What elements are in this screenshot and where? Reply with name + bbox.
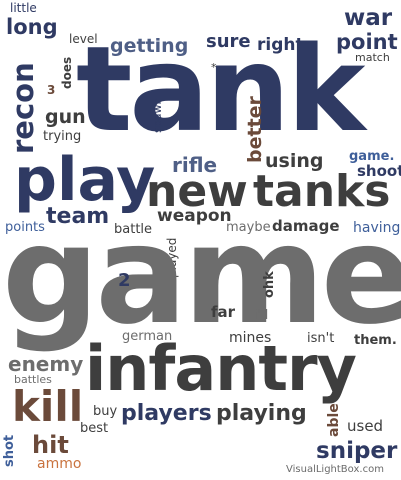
word-play: play [14,145,156,215]
word-them: them. [354,333,397,348]
word-maybe: maybe [226,220,271,235]
word-isnt: isn't [307,331,335,346]
watermark: VisualLightBox.com [286,464,384,475]
word-sure: sure [206,31,251,52]
word-kill: kill [12,382,84,431]
word-level: level [69,32,98,46]
word-rifle: rifle [172,153,218,177]
word-shot: shot [2,434,17,467]
word-new: new [146,166,248,217]
word-little: little [10,1,37,15]
word-buy: buy [93,404,118,419]
word-team: team [46,204,110,229]
word-far: far [211,303,236,321]
word-using: using [265,150,324,172]
word-damage: damage [272,217,340,235]
word-tank: tank [76,20,366,158]
word-hit: hit [32,431,69,459]
word-having: having [353,220,401,236]
word-playing: playing [216,401,307,426]
word-spawn: spawn [151,97,164,133]
word-war: war [344,5,393,31]
word-battle: battle [114,222,153,237]
word-shoot: shoot [357,162,401,180]
word-sniper: sniper [316,438,398,464]
word-infantry: infantry [85,332,357,405]
word-game: game [2,197,401,355]
word-ill: i'll [254,308,269,323]
word-used: used [347,417,384,435]
word-points: points [5,220,45,235]
word-point: point [336,30,398,54]
word-german: german [122,329,173,344]
word-able: able [326,403,342,437]
word-long: long [6,15,58,39]
word-right: right [257,35,304,55]
word-star: * [211,61,217,74]
word-three: 3 [47,83,56,97]
word-gun: gun [45,106,86,128]
word-players: players [121,401,212,426]
word-battles: battles [14,373,52,386]
word-game-dot: game. [349,149,395,164]
word-weapon: weapon [157,206,232,226]
word-tanks: tanks [253,166,391,217]
word-ohk: ohk [262,271,277,298]
word-does: does [60,56,74,89]
word-best: best [80,421,109,436]
word-enemy: enemy [8,352,84,376]
word-better: better [244,96,266,163]
word-trying: trying [43,129,82,144]
word-getting: getting [110,35,189,57]
word-two: 2 [118,270,131,291]
word-ammo: ammo [37,456,82,472]
word-mines: mines [229,330,272,346]
word-match: match [355,51,390,64]
word-recon: recon [6,62,40,154]
